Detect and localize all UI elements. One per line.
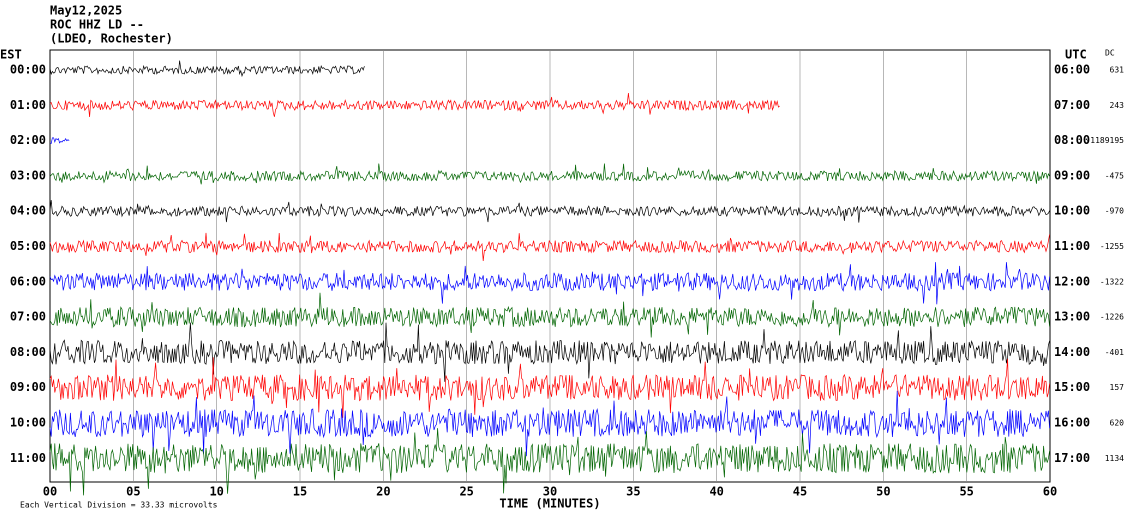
dc-value: 157	[1110, 383, 1125, 392]
x-tick-label: 20	[376, 485, 390, 499]
dc-value: -1189195	[1085, 136, 1124, 145]
dc-value: -475	[1105, 171, 1124, 180]
x-axis-title: TIME (MINUTES)	[499, 497, 600, 511]
x-tick-label: 35	[626, 485, 640, 499]
seismic-trace	[49, 292, 1050, 338]
dc-value: -401	[1105, 348, 1124, 357]
dc-value: 620	[1110, 419, 1125, 428]
seismic-trace	[49, 357, 1050, 418]
seismic-trace	[49, 390, 1050, 457]
x-tick-label: 50	[876, 485, 890, 499]
dc-value: -970	[1105, 207, 1124, 216]
seismic-trace	[49, 92, 780, 118]
footer: Each Vertical Division = 33.33 microvolt…	[20, 501, 218, 510]
traces	[49, 50, 1050, 496]
labels: 00 05 10 15 20 25 30 35 40 45 50 55 60 00:00 06:00 631 0…	[10, 4, 1124, 499]
dc-value: 1134	[1105, 454, 1124, 463]
est-label: 09:00	[10, 380, 46, 394]
seismic-trace	[49, 60, 365, 78]
utc-title: UTC	[1065, 48, 1087, 62]
seismic-trace	[49, 200, 1050, 223]
utc-label: 13:00	[1054, 310, 1090, 324]
seismic-trace	[49, 428, 1050, 496]
utc-label: 08:00	[1054, 133, 1090, 147]
x-tick-label: 45	[793, 485, 807, 499]
x-tick-label: 00	[43, 485, 57, 499]
utc-label: 06:00	[1054, 63, 1090, 77]
x-tick-label: 25	[459, 485, 473, 499]
dc-value: -1226	[1100, 313, 1124, 322]
seismic-trace	[49, 322, 1050, 382]
header-line: ROC HHZ LD --	[50, 18, 144, 32]
utc-label: 15:00	[1054, 380, 1090, 394]
x-tick-label: 10	[209, 485, 223, 499]
est-label: 01:00	[10, 98, 46, 112]
est-label: 04:00	[10, 204, 46, 218]
est-label: 02:00	[10, 133, 46, 147]
seismic-trace	[49, 262, 1050, 305]
utc-label: 11:00	[1054, 239, 1090, 253]
dc-value: 243	[1110, 101, 1125, 110]
est-label: 05:00	[10, 239, 46, 253]
est-title: EST	[0, 48, 22, 62]
est-label: 00:00	[10, 63, 46, 77]
x-tick-label: 60	[1043, 485, 1057, 499]
utc-label: 07:00	[1054, 98, 1090, 112]
est-label: 10:00	[10, 416, 46, 430]
x-tick-label: 55	[959, 485, 973, 499]
dc-value: -1322	[1100, 277, 1124, 286]
utc-label: 17:00	[1054, 451, 1090, 465]
dc-value: -1255	[1100, 242, 1124, 251]
x-tick-label: 15	[293, 485, 307, 499]
seismic-trace	[49, 137, 70, 145]
est-label: 07:00	[10, 310, 46, 324]
x-tick-label: 40	[709, 485, 723, 499]
est-label: 03:00	[10, 168, 46, 182]
x-tick-label: 30	[543, 485, 557, 499]
seismic-trace	[49, 232, 1050, 262]
dc-title: DC	[1105, 49, 1115, 58]
x-tick-label: 05	[126, 485, 140, 499]
est-label: 11:00	[10, 451, 46, 465]
seismic-trace	[49, 163, 1050, 185]
utc-label: 16:00	[1054, 416, 1090, 430]
dc-value: 631	[1110, 66, 1125, 75]
est-label: 08:00	[10, 345, 46, 359]
header-line: (LDEO, Rochester)	[50, 32, 173, 46]
utc-label: 10:00	[1054, 204, 1090, 218]
utc-label: 12:00	[1054, 274, 1090, 288]
est-label: 06:00	[10, 274, 46, 288]
utc-label: 09:00	[1054, 168, 1090, 182]
header-line: May12,2025	[50, 4, 122, 18]
utc-label: 14:00	[1054, 345, 1090, 359]
